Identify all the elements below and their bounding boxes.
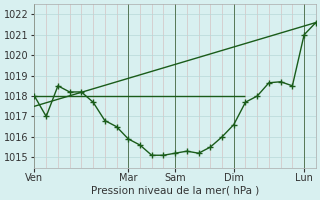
X-axis label: Pression niveau de la mer( hPa ): Pression niveau de la mer( hPa ): [91, 186, 259, 196]
